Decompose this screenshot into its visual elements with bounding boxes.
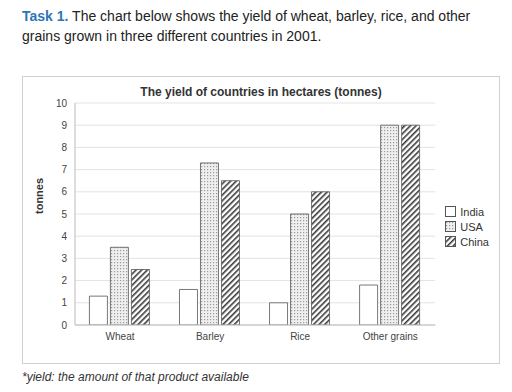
svg-text:Wheat: Wheat <box>106 331 135 342</box>
svg-text:6: 6 <box>61 186 67 197</box>
svg-text:Barley: Barley <box>196 331 224 342</box>
html-text:China: China <box>460 235 489 248</box>
html-text:The yield of countries in hect: The yield of countries in hectares (tonn… <box>140 85 382 99</box>
html-text:USA: USA <box>460 220 483 233</box>
svg-text:Rice: Rice <box>290 331 310 342</box>
svg-text:10: 10 <box>56 99 68 109</box>
svg-text:3: 3 <box>61 253 67 264</box>
svg-text:1: 1 <box>61 297 67 308</box>
svg-text:tonnes: tonnes <box>33 178 45 214</box>
svg-text:8: 8 <box>61 142 67 153</box>
svg-text:0: 0 <box>61 320 67 331</box>
svg-text:2: 2 <box>61 275 67 286</box>
html-text:*yield: the amount of that pro: *yield: the amount of that product avail… <box>22 370 249 384</box>
svg-text:9: 9 <box>61 120 67 131</box>
svg-text:4: 4 <box>61 231 67 242</box>
svg-text:7: 7 <box>61 164 67 175</box>
html-text:India: India <box>460 205 485 218</box>
svg-text:5: 5 <box>61 209 67 220</box>
html-text:Task 1. The chart below shows: Task 1. The chart below shows the yield … <box>22 8 471 44</box>
svg-text:Other grains: Other grains <box>363 331 418 342</box>
